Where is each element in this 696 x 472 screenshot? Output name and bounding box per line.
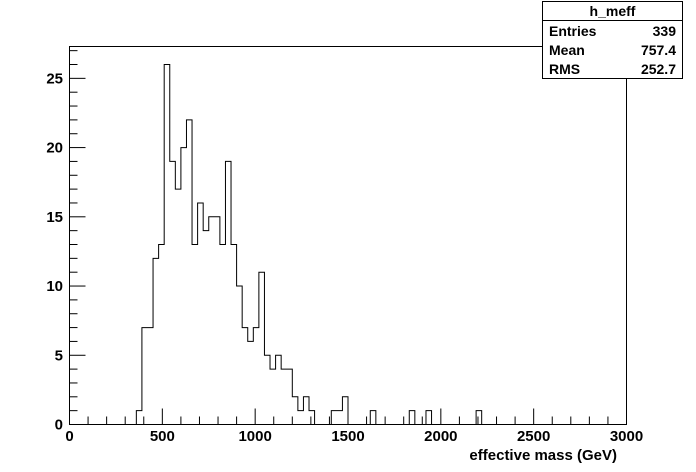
x-tick-label: 1000 (238, 428, 271, 445)
histogram-bin (170, 161, 176, 424)
histogram-bin (153, 258, 159, 424)
stats-mean-label: Mean (549, 42, 585, 58)
histogram-bin (136, 411, 142, 425)
histogram-bin (253, 328, 259, 425)
histogram-bin (259, 272, 265, 424)
stats-mean-value: 757.4 (641, 42, 676, 58)
histogram-bin (426, 411, 432, 425)
histogram-bin (203, 231, 209, 425)
histogram-bin (337, 411, 343, 425)
histogram-bin (476, 411, 482, 425)
stats-box: h_meff Entries 339 Mean 757.4 RMS 252.7 (542, 1, 683, 79)
histogram-bin (231, 245, 237, 425)
histogram-bin (214, 217, 220, 425)
y-tick-label: 10 (46, 278, 63, 295)
histogram-bin (225, 161, 231, 424)
plot-frame (69, 46, 627, 425)
histogram-bin (370, 411, 376, 425)
histogram-bin (237, 286, 243, 424)
y-axis-tick-labels: 0 5 10 15 20 25 (46, 70, 63, 433)
x-tick-label: 2000 (424, 428, 457, 445)
histogram-bins (69, 64, 627, 425)
histogram-bin (264, 355, 270, 424)
y-tick-label: 5 (55, 347, 63, 364)
histogram-bin (198, 203, 204, 425)
histogram-bin (186, 120, 192, 425)
stats-rms-value: 252.7 (641, 61, 676, 77)
x-tick-label: 2500 (517, 428, 550, 445)
stats-box-frame (542, 1, 683, 79)
y-tick-label: 15 (46, 209, 63, 226)
histogram-bin (409, 411, 415, 425)
histogram-bin (248, 341, 254, 424)
histogram-bin (220, 245, 226, 425)
histogram-bin (175, 189, 181, 424)
stats-box-title: h_meff (590, 3, 636, 19)
histogram-bin (342, 397, 348, 425)
histogram-bin (298, 411, 304, 425)
y-tick-label: 0 (55, 417, 63, 434)
histogram-bin (142, 328, 148, 425)
histogram-bin (159, 245, 165, 425)
histogram-bin (281, 369, 287, 424)
histogram-bin (331, 411, 337, 425)
histogram-bin (292, 397, 298, 425)
y-axis-ticks (69, 50, 86, 425)
x-tick-label: 1500 (331, 428, 364, 445)
y-tick-label: 20 (46, 140, 63, 157)
histogram-bin (287, 369, 293, 424)
x-axis-title: effective mass (GeV) (469, 447, 617, 464)
histogram-outline (69, 64, 627, 425)
histogram-bin (181, 148, 187, 425)
histogram-bin (209, 217, 215, 425)
histogram-bin (276, 355, 282, 424)
histogram-bin (147, 328, 153, 425)
histogram-bin (303, 397, 309, 425)
histogram-bin (192, 245, 198, 425)
histogram-bin (242, 328, 248, 425)
x-axis-tick-labels: 0 500 1000 1500 2000 2500 3000 (65, 428, 643, 445)
x-axis-ticks (69, 408, 627, 425)
x-tick-label: 500 (150, 428, 175, 445)
histogram-bin (164, 65, 170, 425)
histogram-bin (270, 369, 276, 424)
x-tick-label: 0 (65, 428, 73, 445)
x-tick-label: 3000 (610, 428, 643, 445)
stats-entries-value: 339 (653, 23, 677, 39)
y-tick-label: 25 (46, 70, 63, 87)
stats-rms-label: RMS (549, 61, 580, 77)
stats-entries-label: Entries (549, 23, 597, 39)
histogram-bin (309, 411, 315, 425)
